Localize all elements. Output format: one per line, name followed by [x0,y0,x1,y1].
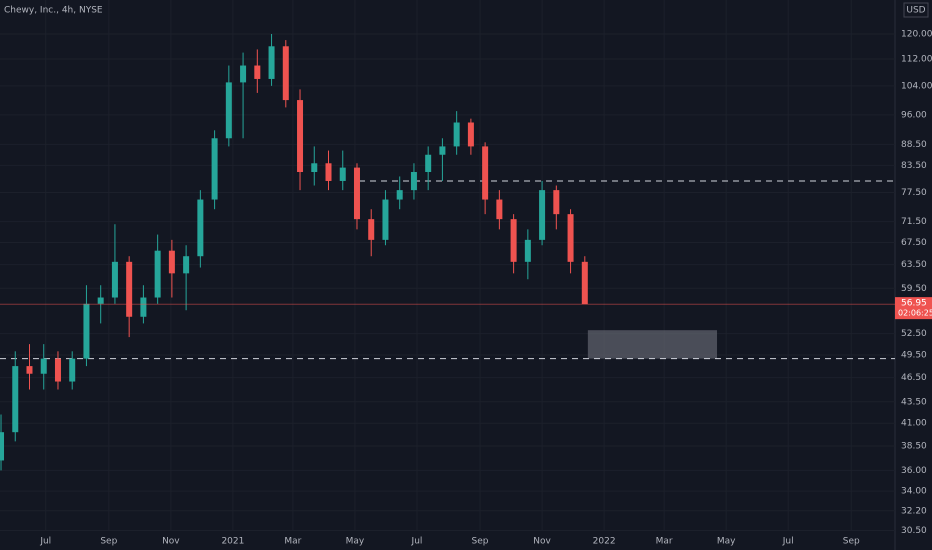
y-tick-label: 59.50 [901,284,927,294]
candle-body [510,219,517,262]
countdown: 02:06:25 [898,309,932,318]
candle-body [439,146,446,155]
candle-body [168,250,175,274]
y-tick-label: 112.00 [901,55,932,65]
x-tick-label: Mar [656,537,673,547]
candle-body [40,358,47,374]
y-tick-label: 41.00 [901,419,927,429]
x-tick-label: 2022 [593,537,616,547]
y-tick-label: 46.50 [901,373,927,383]
candle-body [453,122,460,147]
candle-body [553,190,560,215]
y-tick-label: 88.50 [901,140,927,150]
candle-body [197,199,204,257]
candle-body [126,261,133,317]
x-tick-label: May [346,537,365,547]
y-tick-label: 34.00 [901,487,927,497]
candle-body [254,65,261,79]
candle-body [225,82,232,139]
last-price-box [895,297,932,320]
y-tick-label: 120.00 [901,29,932,39]
x-tick-label: 2021 [221,537,244,547]
candle-body [69,358,76,382]
last-price-label: 56.95 [901,299,927,309]
x-tick-label: Jul [39,537,51,547]
y-tick-label: 32.20 [901,506,927,516]
currency: USD [906,6,925,16]
x-tick-label: Nov [162,537,180,547]
y-tick-label: 67.50 [901,238,927,248]
candle-body [211,138,218,200]
candle-body [524,239,531,262]
x-tick-label: Jul [411,537,423,547]
candle-body [368,219,375,240]
candle-body [140,297,147,317]
x-tick-label: Sep [843,537,860,547]
candle-body [268,46,275,79]
zone [587,330,718,359]
candle-body [581,261,588,305]
candle-body [26,366,33,374]
y-tick-label: 43.50 [901,397,927,407]
x-tick-label: May [717,537,736,547]
candle-body [482,146,489,200]
candle-body [325,163,332,181]
candle-body [339,167,346,181]
y-tick-label: 52.50 [901,329,927,339]
candle-body [183,256,190,274]
x-tick-label: Sep [100,537,117,547]
y-tick-label: 104.00 [901,81,932,91]
candle-body [311,163,318,173]
candle-body [0,432,5,461]
candle-body [425,154,432,173]
y-tick-label: 71.50 [901,217,927,227]
y-tick-label: 63.50 [901,260,927,270]
candle-body [567,214,574,262]
candle-body [496,199,503,220]
y-tick-label: 77.50 [901,188,927,198]
x-tick-label: Nov [533,537,551,547]
candle-body [83,303,90,359]
candle-body [539,190,546,240]
currency-box [903,2,929,18]
y-tick-label: 96.00 [901,110,927,120]
x-tick-label: Mar [284,537,301,547]
candle-body [240,65,247,83]
candle-body [353,167,360,220]
candle-body [54,358,61,382]
candle-body [12,366,19,433]
y-tick-label: 38.50 [901,442,927,452]
y-tick-label: 83.50 [901,161,927,171]
candle-body [467,122,474,147]
candle-body [154,250,161,298]
symbol-title: Chewy, Inc., 4h, NYSE [4,6,103,16]
candle-body [410,172,417,191]
candle-body [382,199,389,240]
y-tick-label: 30.50 [901,526,927,536]
candle-body [97,297,104,304]
candle-body [297,100,304,173]
y-tick-label: 36.00 [901,466,927,476]
candle-body [282,46,289,101]
candle-body [396,190,403,200]
x-tick-label: Jul [782,537,794,547]
y-tick-label: 49.50 [901,350,927,360]
x-tick-label: Sep [472,537,489,547]
candle-body [111,261,118,298]
